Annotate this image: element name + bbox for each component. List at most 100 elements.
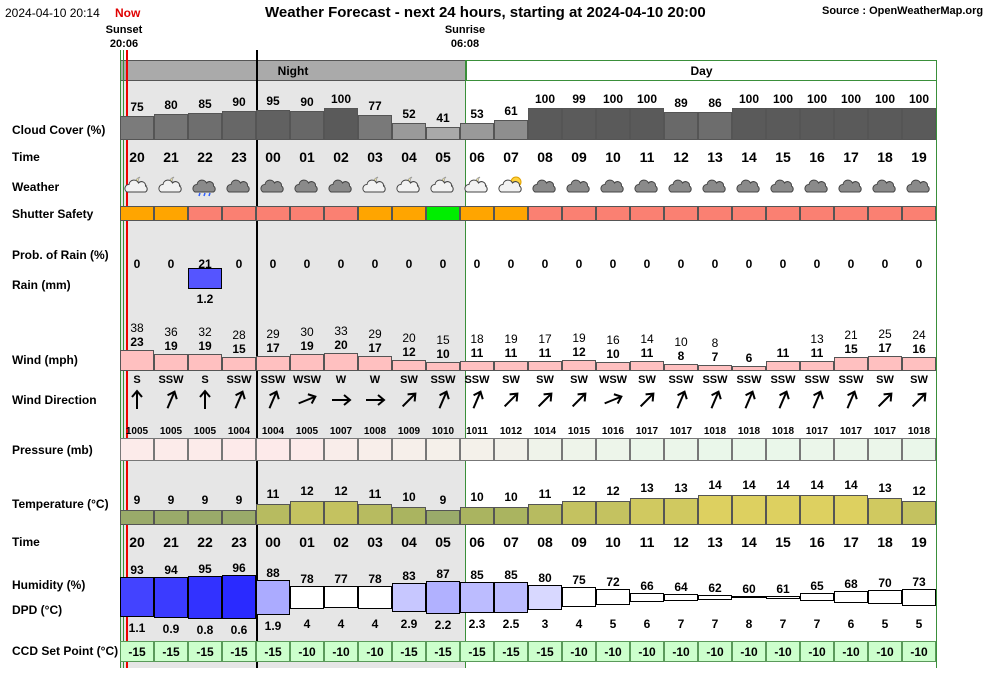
rain-prob-value: 0 xyxy=(473,257,481,271)
temperature-bar xyxy=(766,495,800,525)
time-value: 22 xyxy=(197,149,213,165)
wind-gust-value: 28 xyxy=(232,328,246,342)
cloud-cover-bar xyxy=(154,114,188,140)
cloud-cover-bar xyxy=(834,108,868,140)
time-value-2: 05 xyxy=(435,534,451,550)
cloud-cover-bar xyxy=(358,115,392,140)
temperature-value: 12 xyxy=(912,484,926,498)
wind-arrow-icon xyxy=(778,390,790,409)
ccd-set-point-cell xyxy=(120,641,154,662)
ccd-set-point-value: -15 xyxy=(264,645,282,659)
wind-speed-bar xyxy=(528,361,562,371)
shutter-safety-cell xyxy=(188,206,222,221)
wind-speed-bar xyxy=(494,361,528,371)
humidity-bar xyxy=(834,591,868,603)
cloud-cover-bar xyxy=(324,108,358,140)
ccd-set-point-value: -10 xyxy=(332,645,350,659)
cloud-icon xyxy=(838,179,862,193)
wind-arrow-icon xyxy=(332,394,352,406)
cloud-cover-value: 90 xyxy=(232,95,246,109)
ccd-set-point-cell xyxy=(902,641,936,662)
ccd-set-point-value: -15 xyxy=(468,645,486,659)
time-value-2: 08 xyxy=(537,534,553,550)
temperature-bar xyxy=(154,510,188,525)
pressure-cell xyxy=(222,438,256,461)
dpd-value: 5 xyxy=(881,617,889,631)
rain-prob-value: 0 xyxy=(405,257,413,271)
wind-direction-label: S xyxy=(201,374,209,386)
wind-gust-value: 19 xyxy=(572,331,586,345)
pressure-value: 1005 xyxy=(125,426,149,437)
time-value: 05 xyxy=(435,149,451,165)
time-value: 19 xyxy=(911,149,927,165)
cloud-icon xyxy=(226,179,250,193)
humidity-bar xyxy=(494,581,528,613)
shutter-safety-cell xyxy=(154,206,188,221)
time-value: 21 xyxy=(163,149,179,165)
wind-direction-label: SSW xyxy=(804,374,830,386)
temperature-value: 10 xyxy=(402,490,416,504)
temperature-value: 14 xyxy=(708,478,722,492)
row-label-pressure: Pressure (mb) xyxy=(12,443,93,457)
ccd-set-point-value: -10 xyxy=(842,645,860,659)
cloud-icon xyxy=(736,179,760,193)
time-value-2: 14 xyxy=(741,534,757,550)
wind-arrow-icon xyxy=(366,394,386,406)
wind-direction-label: SSW xyxy=(668,374,694,386)
row-label-rain: Rain (mm) xyxy=(12,278,71,292)
ccd-set-point-value: -10 xyxy=(366,645,384,659)
wind-speed-bar xyxy=(222,357,256,371)
dpd-value: 5 xyxy=(915,617,923,631)
rain-prob-value: 0 xyxy=(133,257,141,271)
wind-speed-bar xyxy=(290,354,324,371)
temperature-value: 11 xyxy=(538,487,552,501)
time-value-2: 01 xyxy=(299,534,315,550)
temperature-bar xyxy=(664,498,698,525)
wind-speed-value: 16 xyxy=(912,342,926,356)
wind-speed-value: 12 xyxy=(402,345,416,359)
wind-arrow-icon xyxy=(812,390,824,409)
cloud-icon xyxy=(872,179,896,193)
rain-mm-value: 1.2 xyxy=(196,292,214,306)
cloud-icon xyxy=(566,179,590,193)
pressure-value: 1018 xyxy=(703,426,727,437)
rain-prob-value: 0 xyxy=(745,257,753,271)
humidity-bar xyxy=(188,575,222,619)
humidity-bar xyxy=(358,585,392,609)
wind-gust-value: 21 xyxy=(844,328,858,342)
current-datetime: 2024-04-10 20:14 xyxy=(5,6,100,20)
rain-prob-value: 0 xyxy=(643,257,651,271)
source-credit: Source : OpenWeatherMap.org xyxy=(822,5,984,17)
dpd-value: 0.6 xyxy=(230,623,248,637)
shutter-safety-cell xyxy=(868,206,902,221)
wind-direction-label: SW xyxy=(502,374,520,386)
wind-arrow-icon xyxy=(166,390,178,409)
time-value-2: 21 xyxy=(163,534,179,550)
wind-arrow-icon xyxy=(571,392,587,408)
row-label-dpd: DPD (°C) xyxy=(12,603,63,617)
wind-arrow-icon xyxy=(877,392,893,408)
ccd-set-point-cell xyxy=(800,641,834,662)
pressure-value: 1007 xyxy=(329,426,353,437)
day-right-border xyxy=(936,60,937,668)
wind-speed-value: 19 xyxy=(198,339,212,353)
wind-gust-value: 20 xyxy=(402,331,416,345)
wind-direction-label: SW xyxy=(910,374,928,386)
humidity-value: 64 xyxy=(674,579,688,594)
temperature-bar xyxy=(528,504,562,525)
rain-prob-value: 0 xyxy=(575,257,583,271)
humidity-bar xyxy=(562,587,596,607)
pressure-cell xyxy=(800,438,834,461)
temperature-value: 10 xyxy=(504,490,518,504)
cloud-cover-value: 75 xyxy=(130,100,144,114)
wind-direction-label: W xyxy=(335,374,347,386)
temperature-value: 12 xyxy=(572,484,586,498)
pressure-cell xyxy=(766,438,800,461)
ccd-set-point-value: -10 xyxy=(706,645,724,659)
ccd-set-point-cell xyxy=(766,641,800,662)
ccd-set-point-cell xyxy=(460,641,494,662)
pressure-cell xyxy=(494,438,528,461)
pressure-value: 1017 xyxy=(839,426,863,437)
wind-speed-bar xyxy=(392,360,426,371)
